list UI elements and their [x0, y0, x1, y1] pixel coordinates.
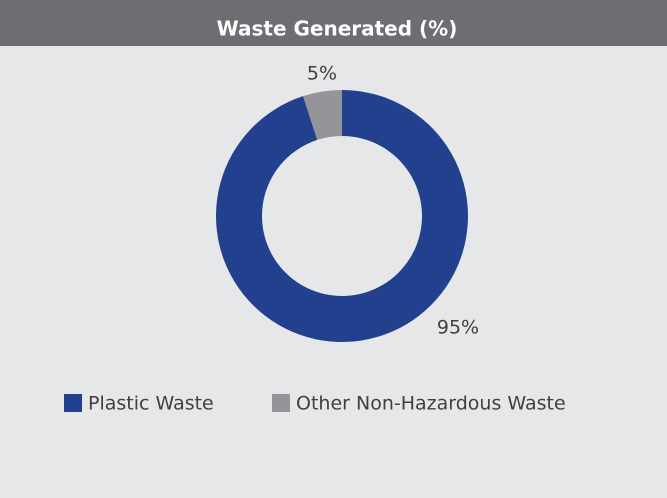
legend-swatch	[272, 394, 290, 412]
legend-label: Plastic Waste	[88, 393, 214, 415]
donut-slice	[303, 90, 342, 140]
legend-swatch	[64, 394, 82, 412]
data-label: 5%	[307, 63, 337, 85]
title-bar	[0, 0, 667, 46]
chart-title: Waste Generated (%)	[217, 17, 458, 41]
donut-slice	[216, 90, 468, 342]
data-label: 95%	[437, 317, 479, 339]
legend-label: Other Non-Hazardous Waste	[296, 393, 566, 415]
